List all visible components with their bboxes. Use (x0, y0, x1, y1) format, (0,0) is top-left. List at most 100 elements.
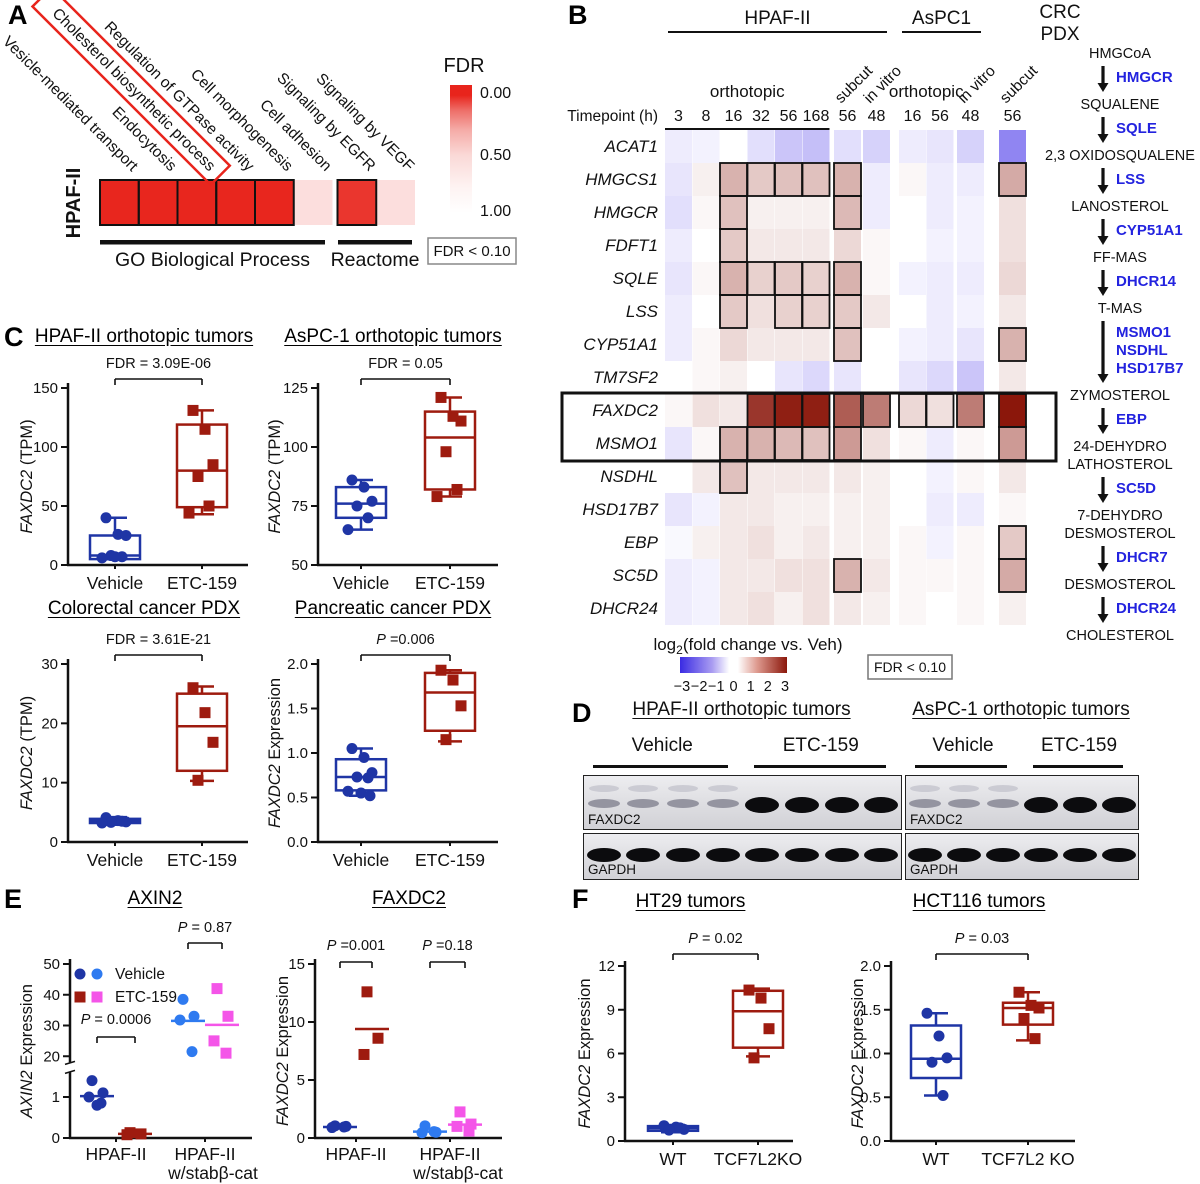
y-axis-label: FAXDC2 Expression (274, 976, 292, 1126)
y-tick-label: 100 (33, 439, 58, 456)
cell-line-label: CRC (1039, 2, 1080, 23)
heatmap-cell (834, 559, 861, 592)
cell-line-label: HPAF-II (744, 8, 810, 29)
heatmap-cell (692, 493, 720, 526)
data-point (755, 992, 767, 1004)
data-point (186, 1046, 198, 1058)
heatmap-cell (692, 394, 720, 427)
data-point (435, 664, 447, 676)
metabolite-label: LATHOSTEROL (1067, 457, 1172, 473)
y-tick-label: 1.5 (287, 701, 308, 718)
data-point (192, 471, 204, 482)
heatmap-cell (775, 229, 802, 262)
blot-image: FAXDC2 (905, 775, 1139, 830)
heatmap-cell (747, 427, 775, 460)
heatmap-cell (665, 493, 692, 526)
y-tick-label: 0 (50, 834, 58, 851)
plot-title: HPAF-II orthotopic tumors (20, 326, 268, 348)
y-tick-label: 5 (297, 1072, 305, 1089)
data-point (1029, 1033, 1041, 1045)
heatmap-cell (775, 427, 802, 460)
heatmap-cell (863, 229, 890, 262)
data-point (1018, 1013, 1030, 1024)
condition-underline (1033, 765, 1123, 768)
protein-band-faint (986, 799, 1019, 808)
y-tick-label: 10 (41, 775, 58, 792)
heatmap-cell (692, 427, 720, 460)
data-point (116, 815, 128, 827)
y-tick-label: 2.0 (860, 958, 881, 975)
timepoint-value: 56 (1004, 108, 1022, 125)
heatmap-cell (834, 196, 861, 229)
y-tick-label: 3 (607, 1089, 615, 1106)
blot-group-title: AsPC-1 orthotopic tumors (905, 699, 1137, 721)
heatmap-cell (720, 460, 747, 493)
gene-label: LSS (626, 302, 659, 321)
heatmap-cell (899, 262, 926, 295)
heatmap-cell (665, 526, 692, 559)
y-tick-label: 125 (283, 380, 308, 397)
heatmap-cell (665, 262, 692, 295)
plot-title: HCT116 tumors (853, 891, 1105, 913)
heatmap-cell (957, 493, 984, 526)
heatmap-cell (999, 361, 1026, 394)
data-point (1013, 986, 1025, 998)
y-tick-label: 50 (43, 956, 60, 973)
data-point (187, 682, 199, 694)
legend-label: ETC-159 (115, 989, 177, 1006)
data-point (447, 410, 459, 422)
heatmap-cell (957, 295, 984, 328)
heatmap-cell (999, 592, 1026, 625)
heatmap-cell (957, 328, 984, 361)
data-point (91, 991, 103, 1003)
protein-band-faint (706, 799, 739, 808)
heatmap-cell (834, 262, 861, 295)
enrichment-cell (100, 180, 139, 225)
heatmap-cell (834, 328, 861, 361)
blot-image: FAXDC2 (583, 775, 902, 830)
heatmap-cell (999, 262, 1026, 295)
heatmap-cell (957, 196, 984, 229)
heatmap-cell (802, 559, 830, 592)
data-point (358, 751, 370, 763)
x-tick-label: WT (922, 1149, 950, 1169)
significant-cell-border (998, 327, 1027, 362)
x-tick-label: ETC-159 (167, 850, 237, 870)
heatmap-cell (999, 328, 1026, 361)
heatmap-cell (834, 493, 861, 526)
heatmap-cell (802, 592, 830, 625)
data-point (342, 785, 354, 797)
heatmap-cell (720, 163, 747, 196)
group-label: Reactome (331, 249, 420, 271)
heatmap-cell (775, 394, 802, 427)
heatmap-cell (775, 361, 802, 394)
stat-text: P = 0.03 (955, 931, 1009, 947)
plot-svg: FDR = 0.05 50 75 100 125 FAXDC2 (TPM) Vehicle E… (266, 356, 498, 593)
protein-band (1101, 848, 1136, 862)
heatmap-cell (802, 526, 830, 559)
heatmap-cell (863, 526, 890, 559)
data-point (96, 552, 108, 564)
y-tick-label: 0.0 (860, 1133, 881, 1150)
protein-band (947, 848, 981, 862)
stat-text: FDR = 3.09E-06 (106, 356, 211, 372)
data-point (362, 512, 374, 524)
protein-band-smear (707, 785, 738, 792)
heatmap-cell (863, 262, 890, 295)
y-tick-label: 2.0 (287, 656, 308, 673)
heatmap-cell (665, 196, 692, 229)
x-tick-label: Vehicle (333, 573, 389, 593)
subplot: AXIN2 0 1 20 30 40 50 AXIN2 Expression HPAF-II HP… (18, 888, 290, 1184)
group-label: GO Biological Process (115, 249, 310, 271)
gene-label: NSDHL (600, 467, 658, 486)
y-tick-label: 75 (291, 498, 308, 515)
panel-d-label: D (572, 698, 592, 728)
heatmap-cell (665, 229, 692, 262)
data-point (91, 968, 103, 980)
plot-title: AsPC-1 orthotopic tumors (268, 326, 518, 348)
data-point (463, 1125, 475, 1137)
protein-band-faint (587, 799, 620, 808)
protein-band (908, 848, 943, 862)
y-axis-label: FAXDC2 (TPM) (266, 419, 284, 533)
y-tick-label: 9 (607, 1002, 615, 1019)
